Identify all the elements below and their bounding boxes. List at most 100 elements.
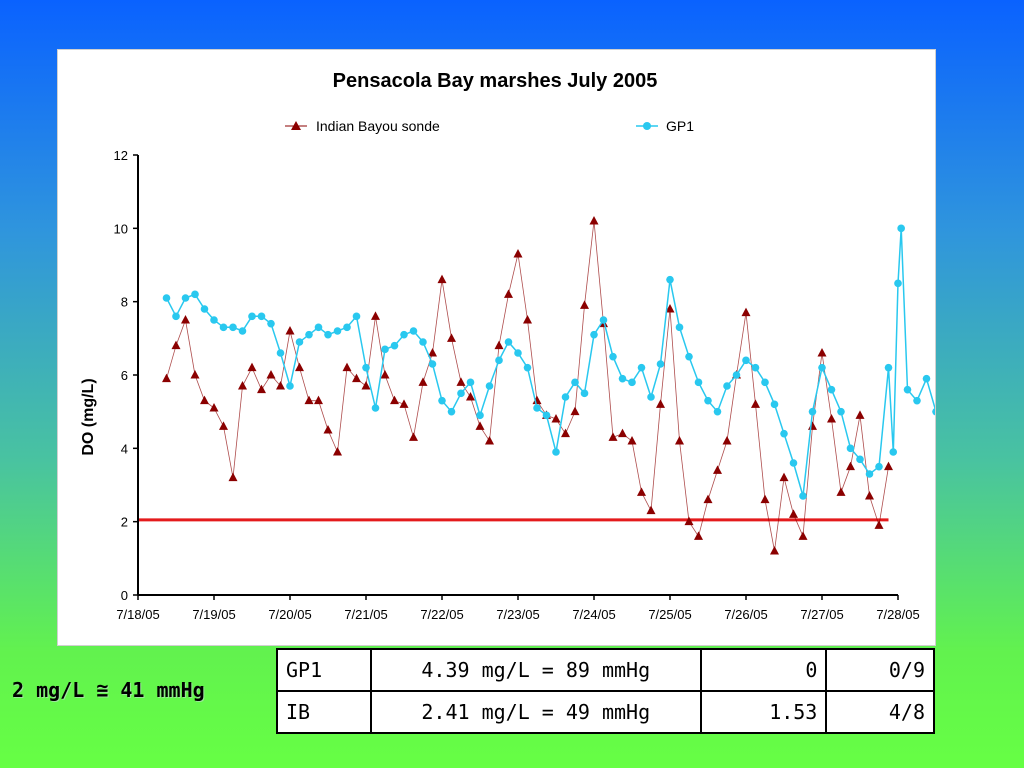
data-point-gp1 — [694, 378, 703, 387]
data-point-indian-bayou — [798, 531, 808, 540]
data-point-indian-bayou — [314, 395, 323, 405]
data-point-indian-bayou — [361, 381, 371, 390]
data-point-gp1 — [637, 363, 646, 372]
data-point-indian-bayou — [855, 410, 865, 419]
data-point-gp1 — [457, 389, 465, 398]
data-point-indian-bayou — [494, 340, 504, 350]
data-point-gp1 — [314, 323, 323, 332]
do-chart: Pensacola Bay marshes July 2005 Indian B… — [80, 70, 935, 622]
data-point-indian-bayou — [865, 491, 874, 500]
data-point-gp1 — [580, 389, 589, 398]
data-point-gp1 — [371, 404, 380, 412]
legend-label-indian-bayou: Indian Bayou sonde — [316, 118, 440, 134]
data-point-gp1 — [732, 371, 741, 379]
table-cell: 4.39 mg/L = 89 mmHg — [369, 648, 702, 692]
data-point-gp1 — [523, 363, 532, 372]
legend: Indian Bayou sonde GP1 — [285, 118, 694, 134]
data-point-indian-bayou — [608, 432, 618, 441]
data-point-indian-bayou — [181, 315, 190, 324]
data-point-indian-bayou — [532, 395, 542, 405]
data-point-indian-bayou — [466, 392, 475, 401]
x-tick-label: 7/27/05 — [800, 607, 843, 622]
data-point-gp1 — [704, 396, 712, 405]
data-point-indian-bayou — [399, 399, 409, 408]
data-point-indian-bayou — [789, 509, 798, 518]
legend-label-gp1: GP1 — [666, 118, 694, 134]
data-point-indian-bayou — [428, 348, 437, 357]
y-tick-label: 6 — [121, 368, 128, 383]
data-point-gp1 — [476, 411, 484, 420]
data-point-indian-bayou — [266, 370, 276, 379]
data-point-gp1 — [609, 352, 617, 361]
data-point-gp1 — [599, 316, 608, 324]
data-point-gp1 — [333, 327, 342, 335]
data-point-gp1 — [181, 294, 190, 302]
data-point-gp1 — [542, 411, 551, 420]
x-tick-label: 7/25/05 — [648, 607, 691, 622]
data-point-indian-bayou — [580, 300, 589, 309]
data-point-gp1 — [846, 444, 855, 453]
data-point-indian-bayou — [713, 465, 722, 474]
data-point-indian-bayou — [456, 377, 466, 386]
x-tick-label: 7/21/05 — [344, 607, 387, 622]
data-point-indian-bayou — [219, 421, 228, 430]
data-point-gp1 — [780, 429, 788, 438]
data-point-gp1 — [561, 393, 570, 401]
data-point-gp1 — [428, 360, 437, 368]
legend-circle-icon — [643, 122, 651, 130]
chart-panel: Pensacola Bay marshes July 2005 Indian B… — [57, 49, 936, 646]
data-point-gp1 — [191, 290, 199, 299]
data-point-gp1 — [305, 330, 313, 339]
table-cell: 0 — [699, 648, 828, 692]
data-point-indian-bayou — [238, 381, 247, 390]
data-point-indian-bayou — [627, 436, 637, 445]
table-cell: 2.41 mg/L = 49 mmHg — [369, 690, 702, 734]
y-tick-label: 0 — [121, 588, 128, 603]
table-cell: 1.53 — [699, 690, 828, 734]
data-point-gp1 — [286, 382, 294, 390]
data-point-gp1 — [485, 382, 494, 390]
data-point-indian-bayou — [447, 333, 456, 342]
data-point-indian-bayou — [675, 436, 684, 445]
data-point-gp1 — [751, 363, 760, 372]
table-cell: GP1 — [276, 648, 372, 692]
y-axis-label: DO (mg/L) — [80, 378, 97, 455]
x-tick-label: 7/23/05 — [496, 607, 539, 622]
data-point-indian-bayou — [475, 421, 485, 430]
data-point-indian-bayou — [295, 362, 304, 372]
data-point-indian-bayou — [779, 472, 789, 482]
data-point-gp1 — [248, 312, 256, 321]
data-point-gp1 — [552, 448, 560, 456]
data-point-gp1 — [590, 330, 598, 339]
data-point-indian-bayou — [162, 373, 171, 383]
data-point-indian-bayou — [722, 436, 732, 445]
series-line-indian-bayou — [166, 220, 889, 552]
data-point-gp1 — [875, 462, 883, 471]
table-row: GP1 4.39 mg/L = 89 mmHg 0 0/9 — [276, 648, 935, 692]
data-point-gp1 — [533, 404, 541, 412]
data-point-gp1 — [897, 224, 905, 233]
data-point-indian-bayou — [684, 516, 694, 526]
x-tick-label: 7/22/05 — [420, 607, 463, 622]
data-point-indian-bayou — [200, 395, 209, 405]
data-point-gp1 — [789, 459, 798, 467]
y-tick-label: 10 — [114, 221, 128, 236]
data-point-gp1 — [837, 407, 845, 416]
data-point-gp1 — [818, 363, 826, 372]
data-point-gp1 — [162, 294, 171, 302]
data-point-gp1 — [666, 275, 674, 284]
data-point-indian-bayou — [561, 428, 570, 438]
data-point-indian-bayou — [380, 370, 390, 379]
data-point-indian-bayou — [646, 505, 656, 515]
data-point-indian-bayou — [342, 362, 352, 372]
data-point-gp1 — [419, 338, 427, 346]
data-point-gp1 — [267, 319, 275, 328]
data-point-indian-bayou — [352, 373, 361, 383]
data-point-indian-bayou — [770, 546, 779, 555]
data-point-gp1 — [922, 374, 931, 383]
data-point-gp1 — [932, 408, 935, 416]
data-point-gp1 — [742, 356, 750, 365]
data-point-gp1 — [210, 316, 218, 324]
data-point-indian-bayou — [846, 461, 855, 471]
x-tick-label: 7/26/05 — [724, 607, 767, 622]
